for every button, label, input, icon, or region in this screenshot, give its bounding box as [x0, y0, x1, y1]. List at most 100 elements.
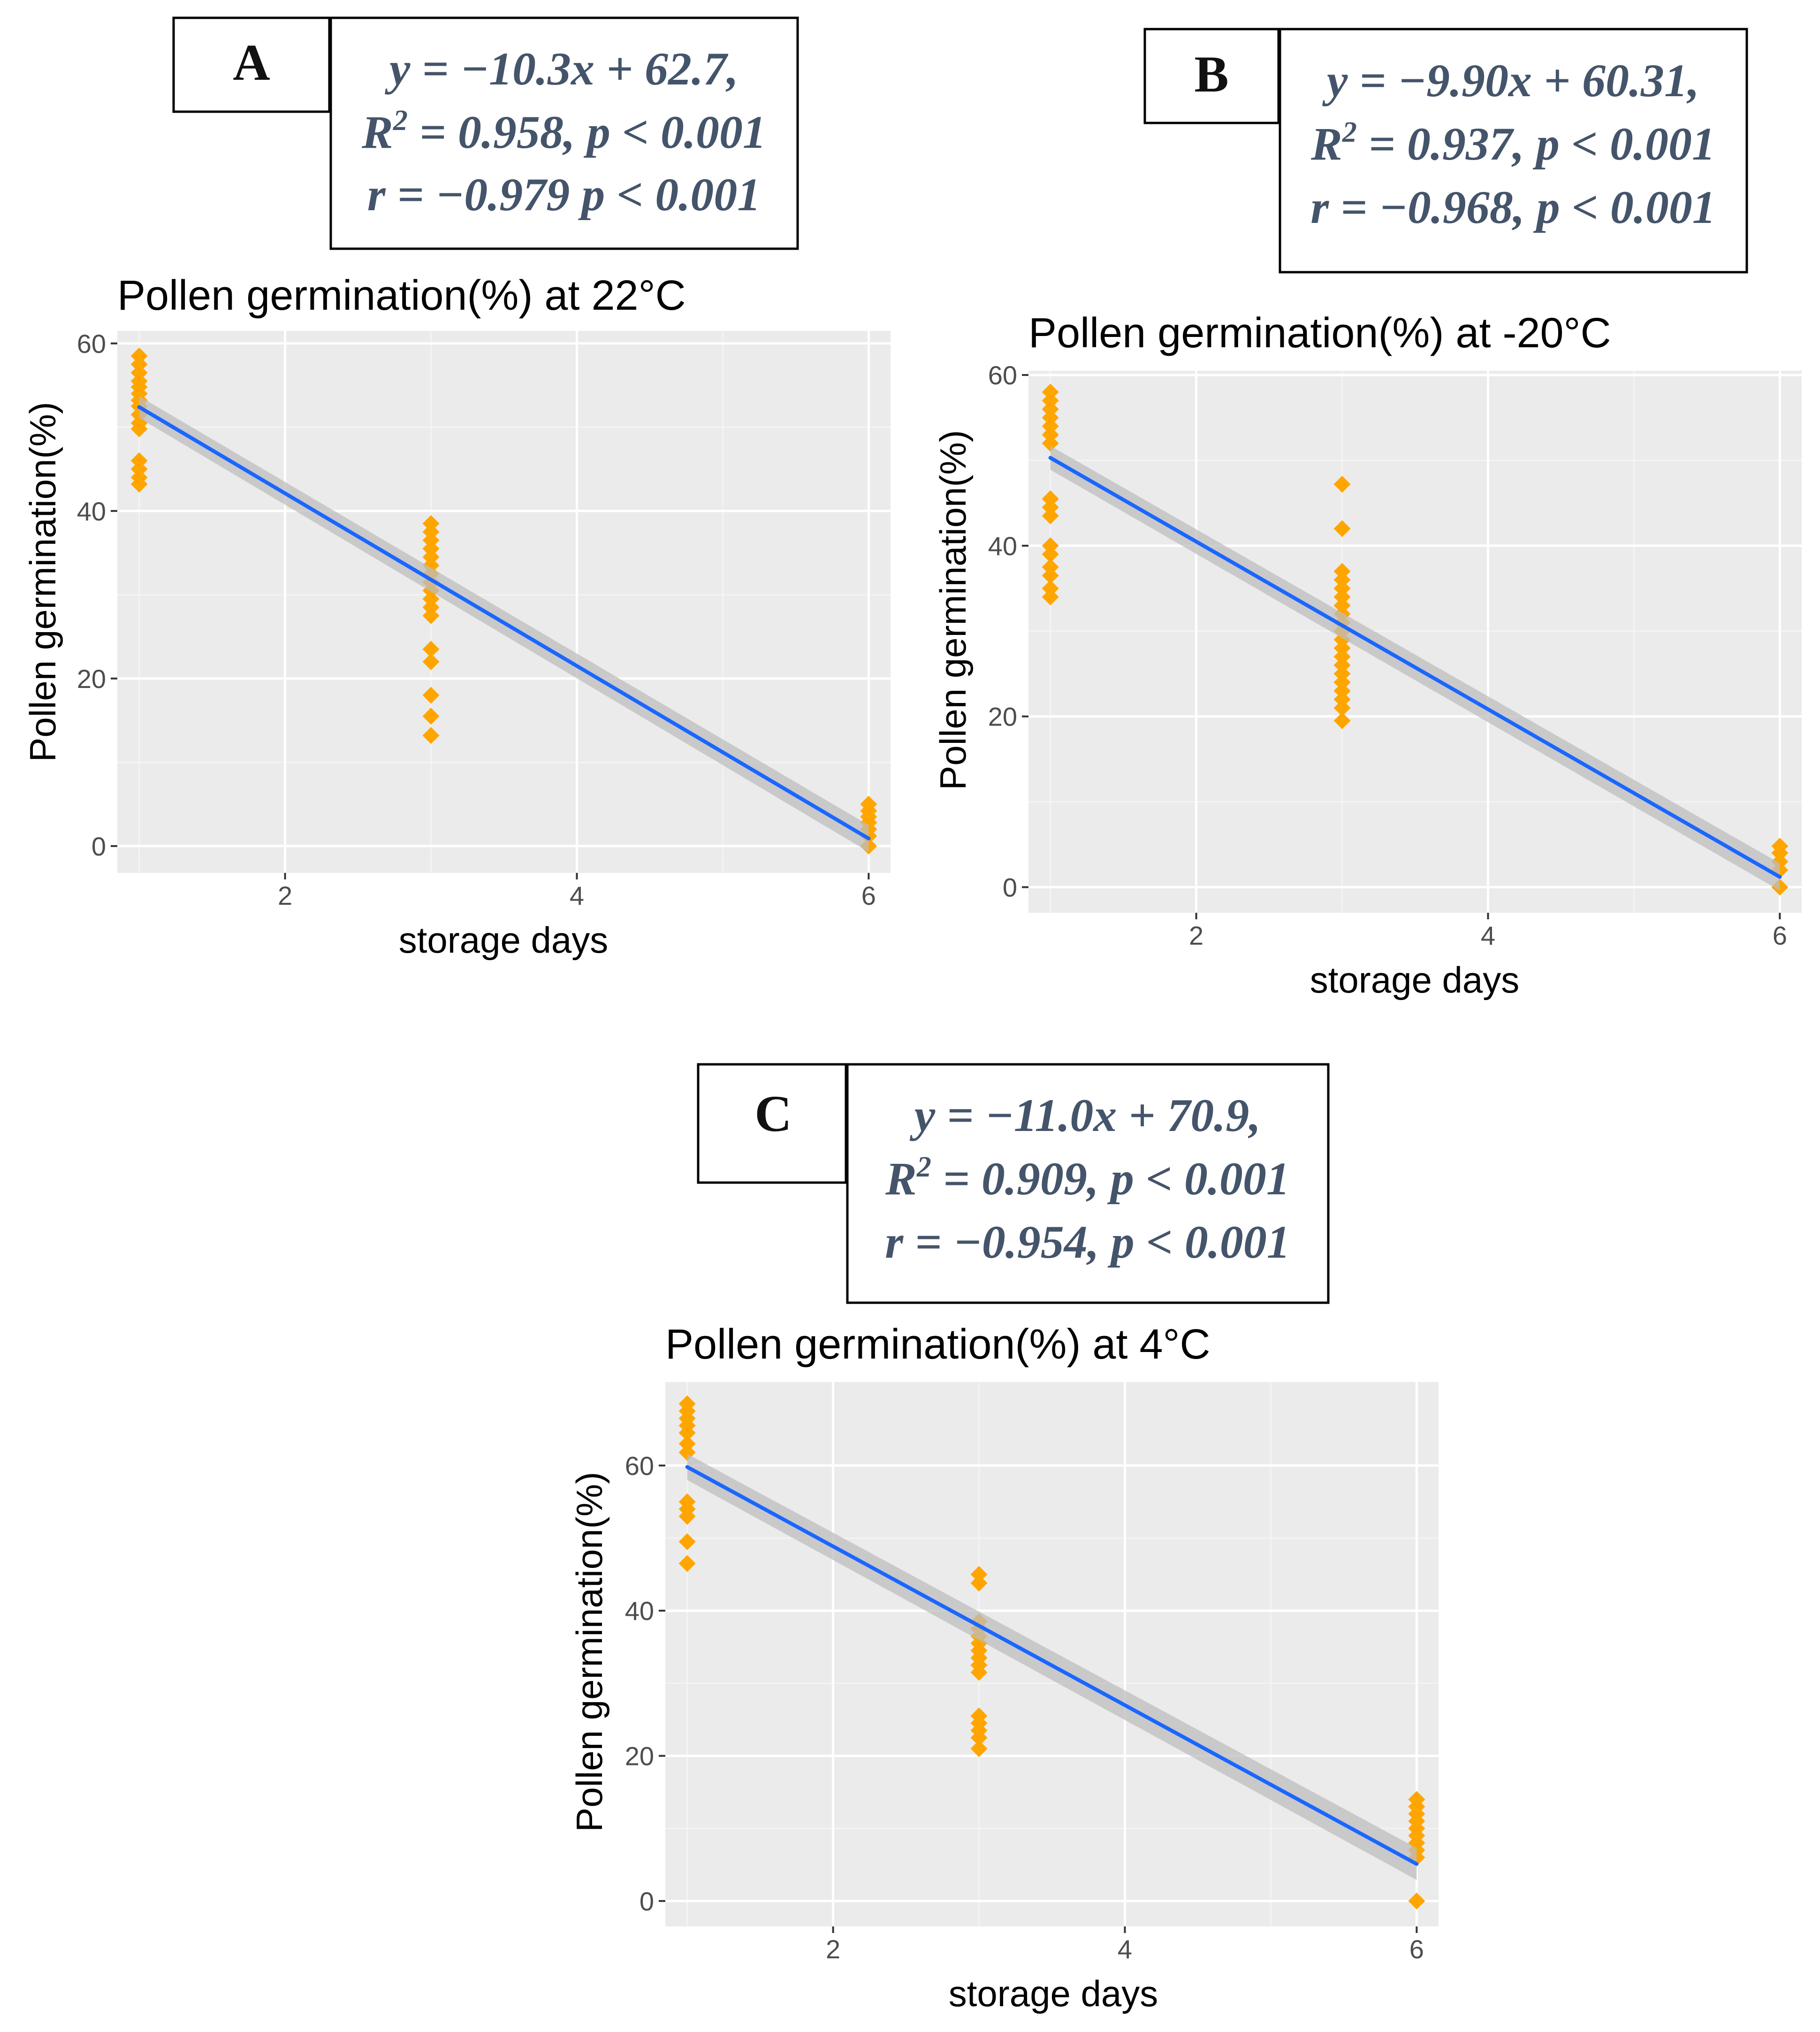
panel-b-data-point	[1042, 400, 1059, 418]
panel-c-data-point	[1408, 1892, 1425, 1910]
panel-b-data-point	[1333, 571, 1351, 588]
panel-b-data-point	[1042, 558, 1059, 576]
panel-b-y-tick-label: 0	[1003, 872, 1017, 902]
panel-b-data-point	[1042, 435, 1059, 452]
panel-a-x-tick-label: 4	[570, 881, 584, 910]
panel-b-r2-exponent: 2	[1342, 116, 1357, 148]
panel-c-letter-box	[697, 1063, 847, 1184]
panel-a-r2-exponent: 2	[393, 105, 408, 137]
panel-b-data-point	[1333, 648, 1351, 665]
panel-b-data-point	[1333, 712, 1351, 729]
panel-c-title: Pollen germination(%) at 4°C	[665, 1321, 1211, 1368]
panel-c-data-point	[970, 1729, 988, 1746]
panel-a-data-point	[422, 641, 440, 658]
panel-a-y-tick-label: 20	[77, 664, 106, 694]
panel-a-x-tick-label: 6	[861, 881, 876, 910]
panel-b-data-point	[1042, 588, 1059, 606]
panel-b-data-point	[1042, 499, 1059, 516]
panel-b-data-point	[1042, 418, 1059, 435]
panel-b-data-point	[1042, 580, 1059, 597]
panel-b-x-tick-label: 4	[1481, 921, 1495, 950]
panel-c-data-point	[678, 1435, 696, 1452]
panel-b-r2-symbol: R	[1310, 118, 1342, 170]
panel-b-data-point	[1042, 392, 1059, 409]
panel-b-data-point	[1333, 588, 1351, 606]
panel-a-r2-rest: = 0.958, p < 0.001	[408, 106, 766, 158]
panel-b-data-point	[1333, 657, 1351, 674]
panel-a-x-axis-title: storage days	[399, 919, 609, 961]
panel-c-data-point	[678, 1424, 696, 1442]
panel-c-y-axis-title: Pollen germination(%)	[569, 1472, 610, 1832]
panel-c-y-tick-label: 60	[625, 1451, 654, 1481]
panel-c-data-point	[678, 1555, 696, 1572]
panel-b-data-point	[1042, 383, 1059, 401]
panel-b-data-point	[1333, 673, 1351, 691]
panel-c-x-tick-label: 2	[826, 1934, 840, 1964]
panel-c-x-axis-title: storage days	[949, 1973, 1158, 2014]
panel-b-data-point	[1333, 597, 1351, 614]
panel-b-data-point	[1333, 682, 1351, 700]
panel-a-equation: y = −10.3x + 62.7,	[384, 43, 739, 95]
panel-b-data-point	[1042, 490, 1059, 507]
panel-c-data-point	[970, 1740, 988, 1757]
panel-c-r-squared: R2 = 0.909, p < 0.001	[885, 1151, 1290, 1205]
panel-a-data-point	[422, 607, 440, 624]
panel-a-y-axis-title: Pollen germination(%)	[22, 402, 63, 762]
panel-a-y-tick-label: 40	[77, 497, 106, 526]
panel-b-y-tick-label: 60	[988, 360, 1017, 390]
panel-a-letter-box	[172, 16, 331, 113]
panel-b-data-point	[1333, 640, 1351, 657]
panel-b-data-point	[1333, 665, 1351, 682]
panel-a-x-tick-label: 2	[278, 881, 292, 910]
panel-b-r-squared: R2 = 0.937, p < 0.001	[1310, 116, 1715, 170]
panel-a-correlation: r = −0.979 p < 0.001	[367, 168, 761, 221]
panel-b-y-tick-label: 40	[988, 531, 1017, 561]
panel-b-data-point	[1042, 546, 1059, 563]
panel-b-data-point	[1042, 426, 1059, 443]
panel-a-data-point	[422, 727, 440, 744]
panel-b-y-axis-title: Pollen germination(%)	[932, 430, 974, 790]
panel-c-data-point	[678, 1508, 696, 1525]
panel-a-data-point	[130, 420, 148, 437]
panel-b-data-point	[1042, 537, 1059, 554]
panel-c-letter: C	[754, 1085, 792, 1142]
panel-a-y-tick-label: 60	[77, 329, 106, 359]
panel-b-data-point	[1333, 563, 1351, 580]
panel-c-data-point	[678, 1533, 696, 1551]
panel-a-r-squared: R2 = 0.958, p < 0.001	[361, 105, 766, 158]
panel-c-y-tick-label: 40	[625, 1596, 654, 1626]
panel-a-regression-line	[137, 405, 871, 840]
panel-a-letter: A	[233, 34, 270, 91]
panel-b-data-point	[1333, 691, 1351, 708]
panel-a-stats-box	[329, 16, 799, 250]
panel-c-data-point	[970, 1574, 988, 1592]
panel-b-equation: y = −9.90x + 60.31,	[1322, 54, 1699, 107]
panel-b: B y = −9.90x + 60.31, R2 = 0.937, p < 0.…	[932, 28, 1802, 1001]
panel-c-r2-exponent: 2	[916, 1151, 931, 1183]
panel-b-correlation: r = −0.968, p < 0.001	[1310, 181, 1715, 233]
panel-b-data-point	[1333, 699, 1351, 717]
panel-c-y-tick-label: 20	[625, 1742, 654, 1771]
panel-b-x-tick-label: 2	[1189, 921, 1203, 950]
panel-b-x-tick-label: 6	[1773, 921, 1787, 950]
panel-c-regression-line	[685, 1465, 1419, 1866]
panel-a-title: Pollen germination(%) at 22°C	[117, 272, 686, 319]
panel-c-correlation: r = −0.954, p < 0.001	[885, 1216, 1290, 1268]
panel-a-data-point	[422, 708, 440, 725]
panel-b-data-point	[1771, 844, 1789, 862]
panel-b-data-point	[1042, 507, 1059, 525]
panel-a-data-point	[422, 687, 440, 704]
panel-a-r2-symbol: R	[361, 106, 393, 158]
panel-b-data-point	[1042, 567, 1059, 584]
panel-a: A y = −10.3x + 62.7, R2 = 0.958, p < 0.0…	[22, 16, 891, 961]
panel-b-letter: B	[1194, 46, 1228, 103]
panel-c-equation: y = −11.0x + 70.9,	[909, 1089, 1261, 1141]
panel-c: C y = −11.0x + 70.9, R2 = 0.909, p < 0.0…	[569, 1063, 1439, 2014]
panel-c-r2-rest: = 0.909, p < 0.001	[931, 1153, 1290, 1205]
panel-b-regression-line	[1048, 456, 1782, 879]
panel-b-data-point	[1333, 580, 1351, 597]
